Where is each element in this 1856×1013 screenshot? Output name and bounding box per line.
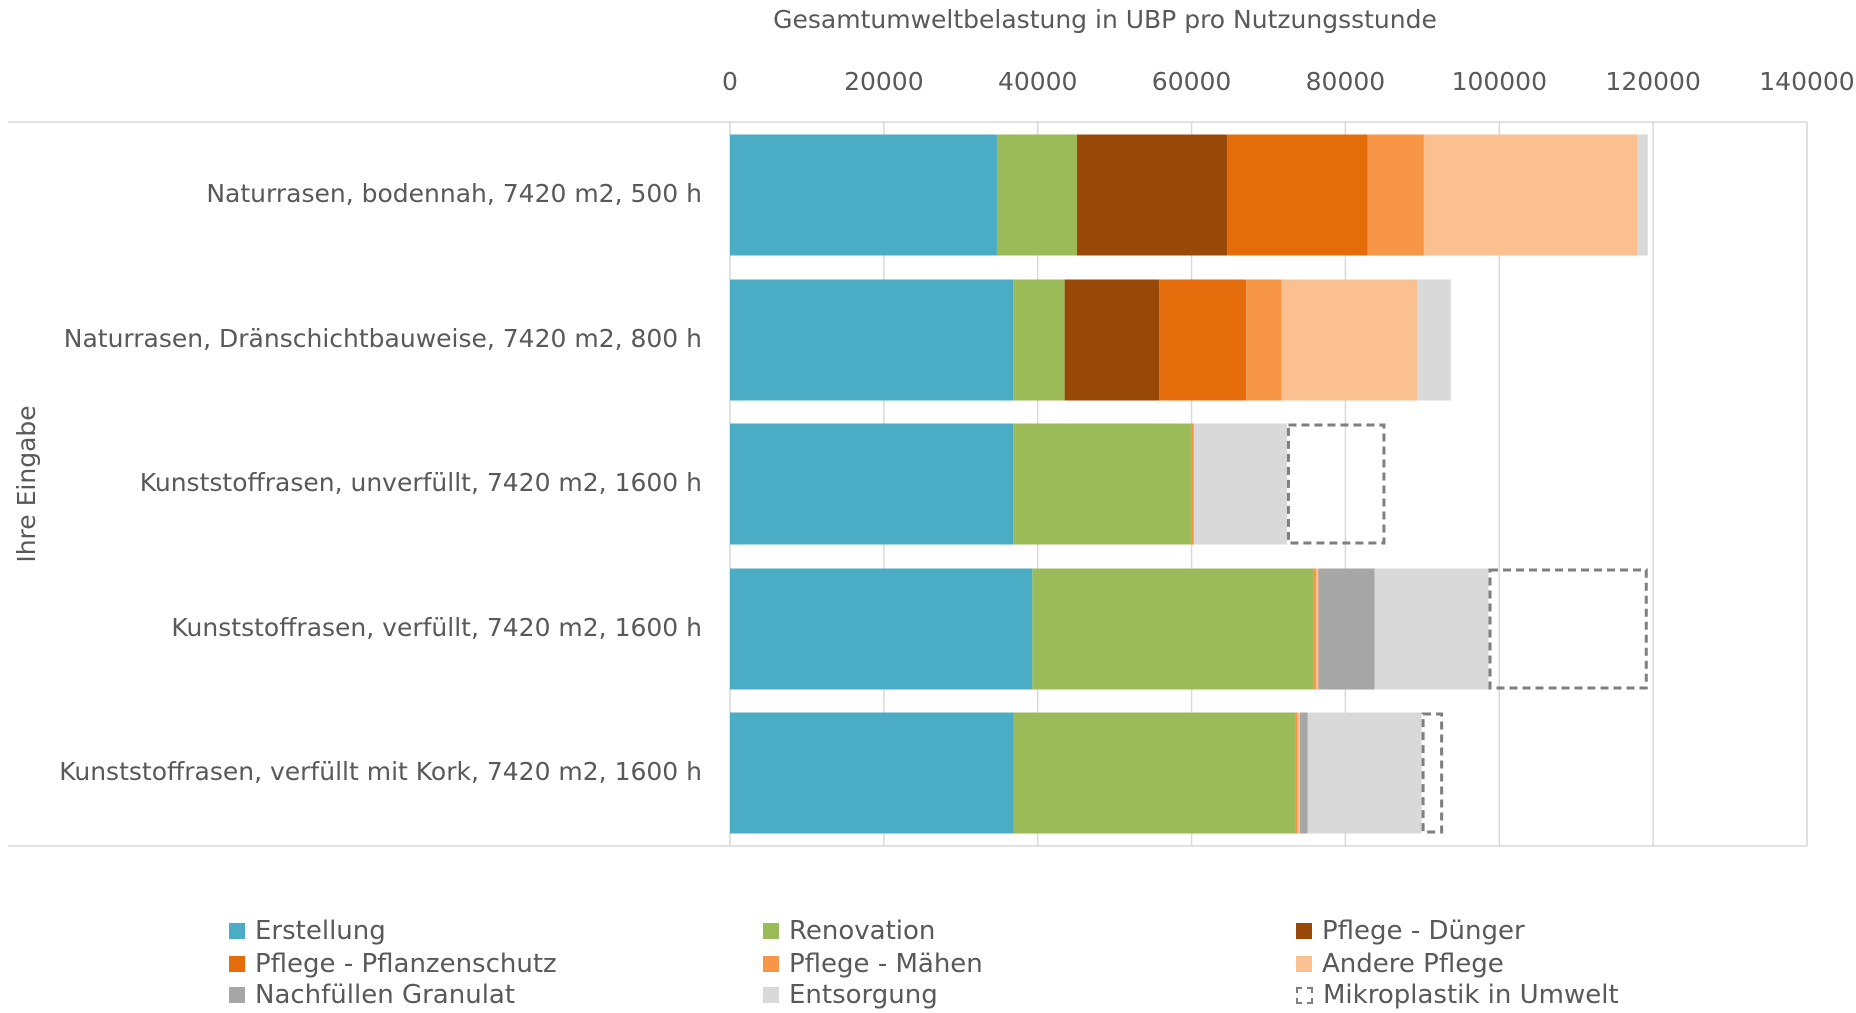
bar-segment — [1423, 134, 1638, 256]
bar-segment — [1318, 568, 1375, 690]
bar-segment — [1032, 568, 1314, 690]
category-label: Kunststoffrasen, verfüllt mit Kork, 7420… — [59, 757, 702, 786]
stacked-bar-chart: 0 20000 40000 60000 80000 100000 120000 140000 … — [8, 5, 1855, 847]
legend-item: Mikroplastik in Umwelt — [1296, 980, 1619, 1010]
bar-segment — [730, 568, 1033, 690]
legend-label: Andere Pflege — [1322, 949, 1504, 979]
bar-segment — [1300, 712, 1308, 834]
bar-segment — [730, 134, 997, 256]
bar-segment — [1295, 712, 1298, 834]
x-tick-label: 60000 — [1152, 67, 1232, 96]
plot-frame — [8, 121, 1808, 847]
legend-item: Andere Pflege — [1296, 949, 1504, 979]
legend-label: Erstellung — [255, 916, 386, 946]
legend-label: Pflege - Dünger — [1322, 916, 1525, 946]
bar-segment — [1013, 423, 1192, 545]
x-tick-label: 80000 — [1306, 67, 1386, 96]
legend-item: Erstellung — [229, 916, 386, 946]
bar-segment — [1307, 712, 1422, 834]
category-label: Naturrasen, bodennah, 7420 m2, 500 h — [206, 179, 702, 208]
bar-segment — [1226, 134, 1368, 256]
legend-swatch — [763, 987, 779, 1003]
legend-swatch — [229, 956, 245, 972]
category-label: Kunststoffrasen, unverfüllt, 7420 m2, 16… — [140, 468, 702, 497]
legend-swatch — [763, 923, 779, 939]
legend-label: Mikroplastik in Umwelt — [1323, 980, 1619, 1010]
bar-segment — [1246, 279, 1282, 401]
bar-segment — [996, 134, 1077, 256]
legend-swatch — [1296, 956, 1312, 972]
legend-label: Entsorgung — [789, 980, 938, 1010]
bar-segment — [1281, 279, 1417, 401]
x-tick-label: 120000 — [1605, 67, 1700, 96]
x-axis-title: Gesamtumweltbelastung in UBP pro Nutzung… — [773, 5, 1437, 34]
bar-segment — [1064, 279, 1160, 401]
bar-segment — [1313, 568, 1317, 690]
legend: Erstellung Renovation Pflege - Dünger Pfleg… — [0, 914, 1856, 1013]
bar-segment — [730, 279, 1014, 401]
bar-segment — [1193, 423, 1287, 545]
x-tick-label: 20000 — [844, 67, 924, 96]
bar-segments — [730, 134, 1648, 834]
x-tick-labels: 0 20000 40000 60000 80000 100000 120000 140000 — [722, 67, 1855, 96]
x-tick-label: 100000 — [1452, 67, 1547, 96]
legend-label: Pflege - Pflanzenschutz — [255, 949, 557, 979]
bar-segment — [730, 423, 1014, 545]
x-tick-label: 40000 — [998, 67, 1078, 96]
category-label: Naturrasen, Dränschichtbauweise, 7420 m2… — [64, 324, 702, 353]
category-labels: Naturrasen, bodennah, 7420 m2, 500 h Natu… — [59, 179, 702, 786]
legend-swatch — [1296, 986, 1313, 1004]
legend-swatch — [763, 956, 779, 972]
bar-segment — [1076, 134, 1227, 256]
bar-segment — [1013, 712, 1296, 834]
legend-swatch — [229, 923, 245, 939]
bar-segment — [1488, 568, 1648, 690]
bar-segment — [1374, 568, 1489, 690]
x-tick-label: 140000 — [1759, 67, 1854, 96]
legend-item: Renovation — [763, 916, 935, 946]
bar-segment — [1316, 568, 1319, 690]
legend-label: Renovation — [789, 916, 936, 946]
legend-label: Pflege - Mähen — [789, 949, 983, 979]
bar-segment — [1013, 279, 1065, 401]
bar-segment — [1367, 134, 1424, 256]
bar-segment — [1297, 712, 1301, 834]
y-axis-title: Ihre Eingabe — [12, 405, 41, 562]
bar-segment — [1637, 134, 1648, 256]
legend-item: Nachfüllen Granulat — [229, 980, 515, 1010]
bar-segment — [730, 712, 1014, 834]
legend-item: Pflege - Pflanzenschutz — [229, 949, 557, 979]
category-label: Kunststoffrasen, verfüllt, 7420 m2, 1600… — [171, 613, 702, 642]
legend-swatch — [1296, 923, 1312, 939]
x-tick-label: 0 — [722, 67, 738, 96]
bar-segment — [1191, 423, 1194, 545]
legend-item: Pflege - Dünger — [1296, 916, 1525, 946]
bar-segment — [1286, 423, 1386, 545]
legend-item: Pflege - Mähen — [763, 949, 983, 979]
legend-item: Entsorgung — [763, 980, 938, 1010]
bar-segment — [1416, 279, 1451, 401]
legend-swatch — [229, 987, 245, 1003]
bar-segment — [1159, 279, 1247, 401]
legend-label: Nachfüllen Granulat — [255, 980, 516, 1010]
bar-segment — [1421, 712, 1444, 834]
